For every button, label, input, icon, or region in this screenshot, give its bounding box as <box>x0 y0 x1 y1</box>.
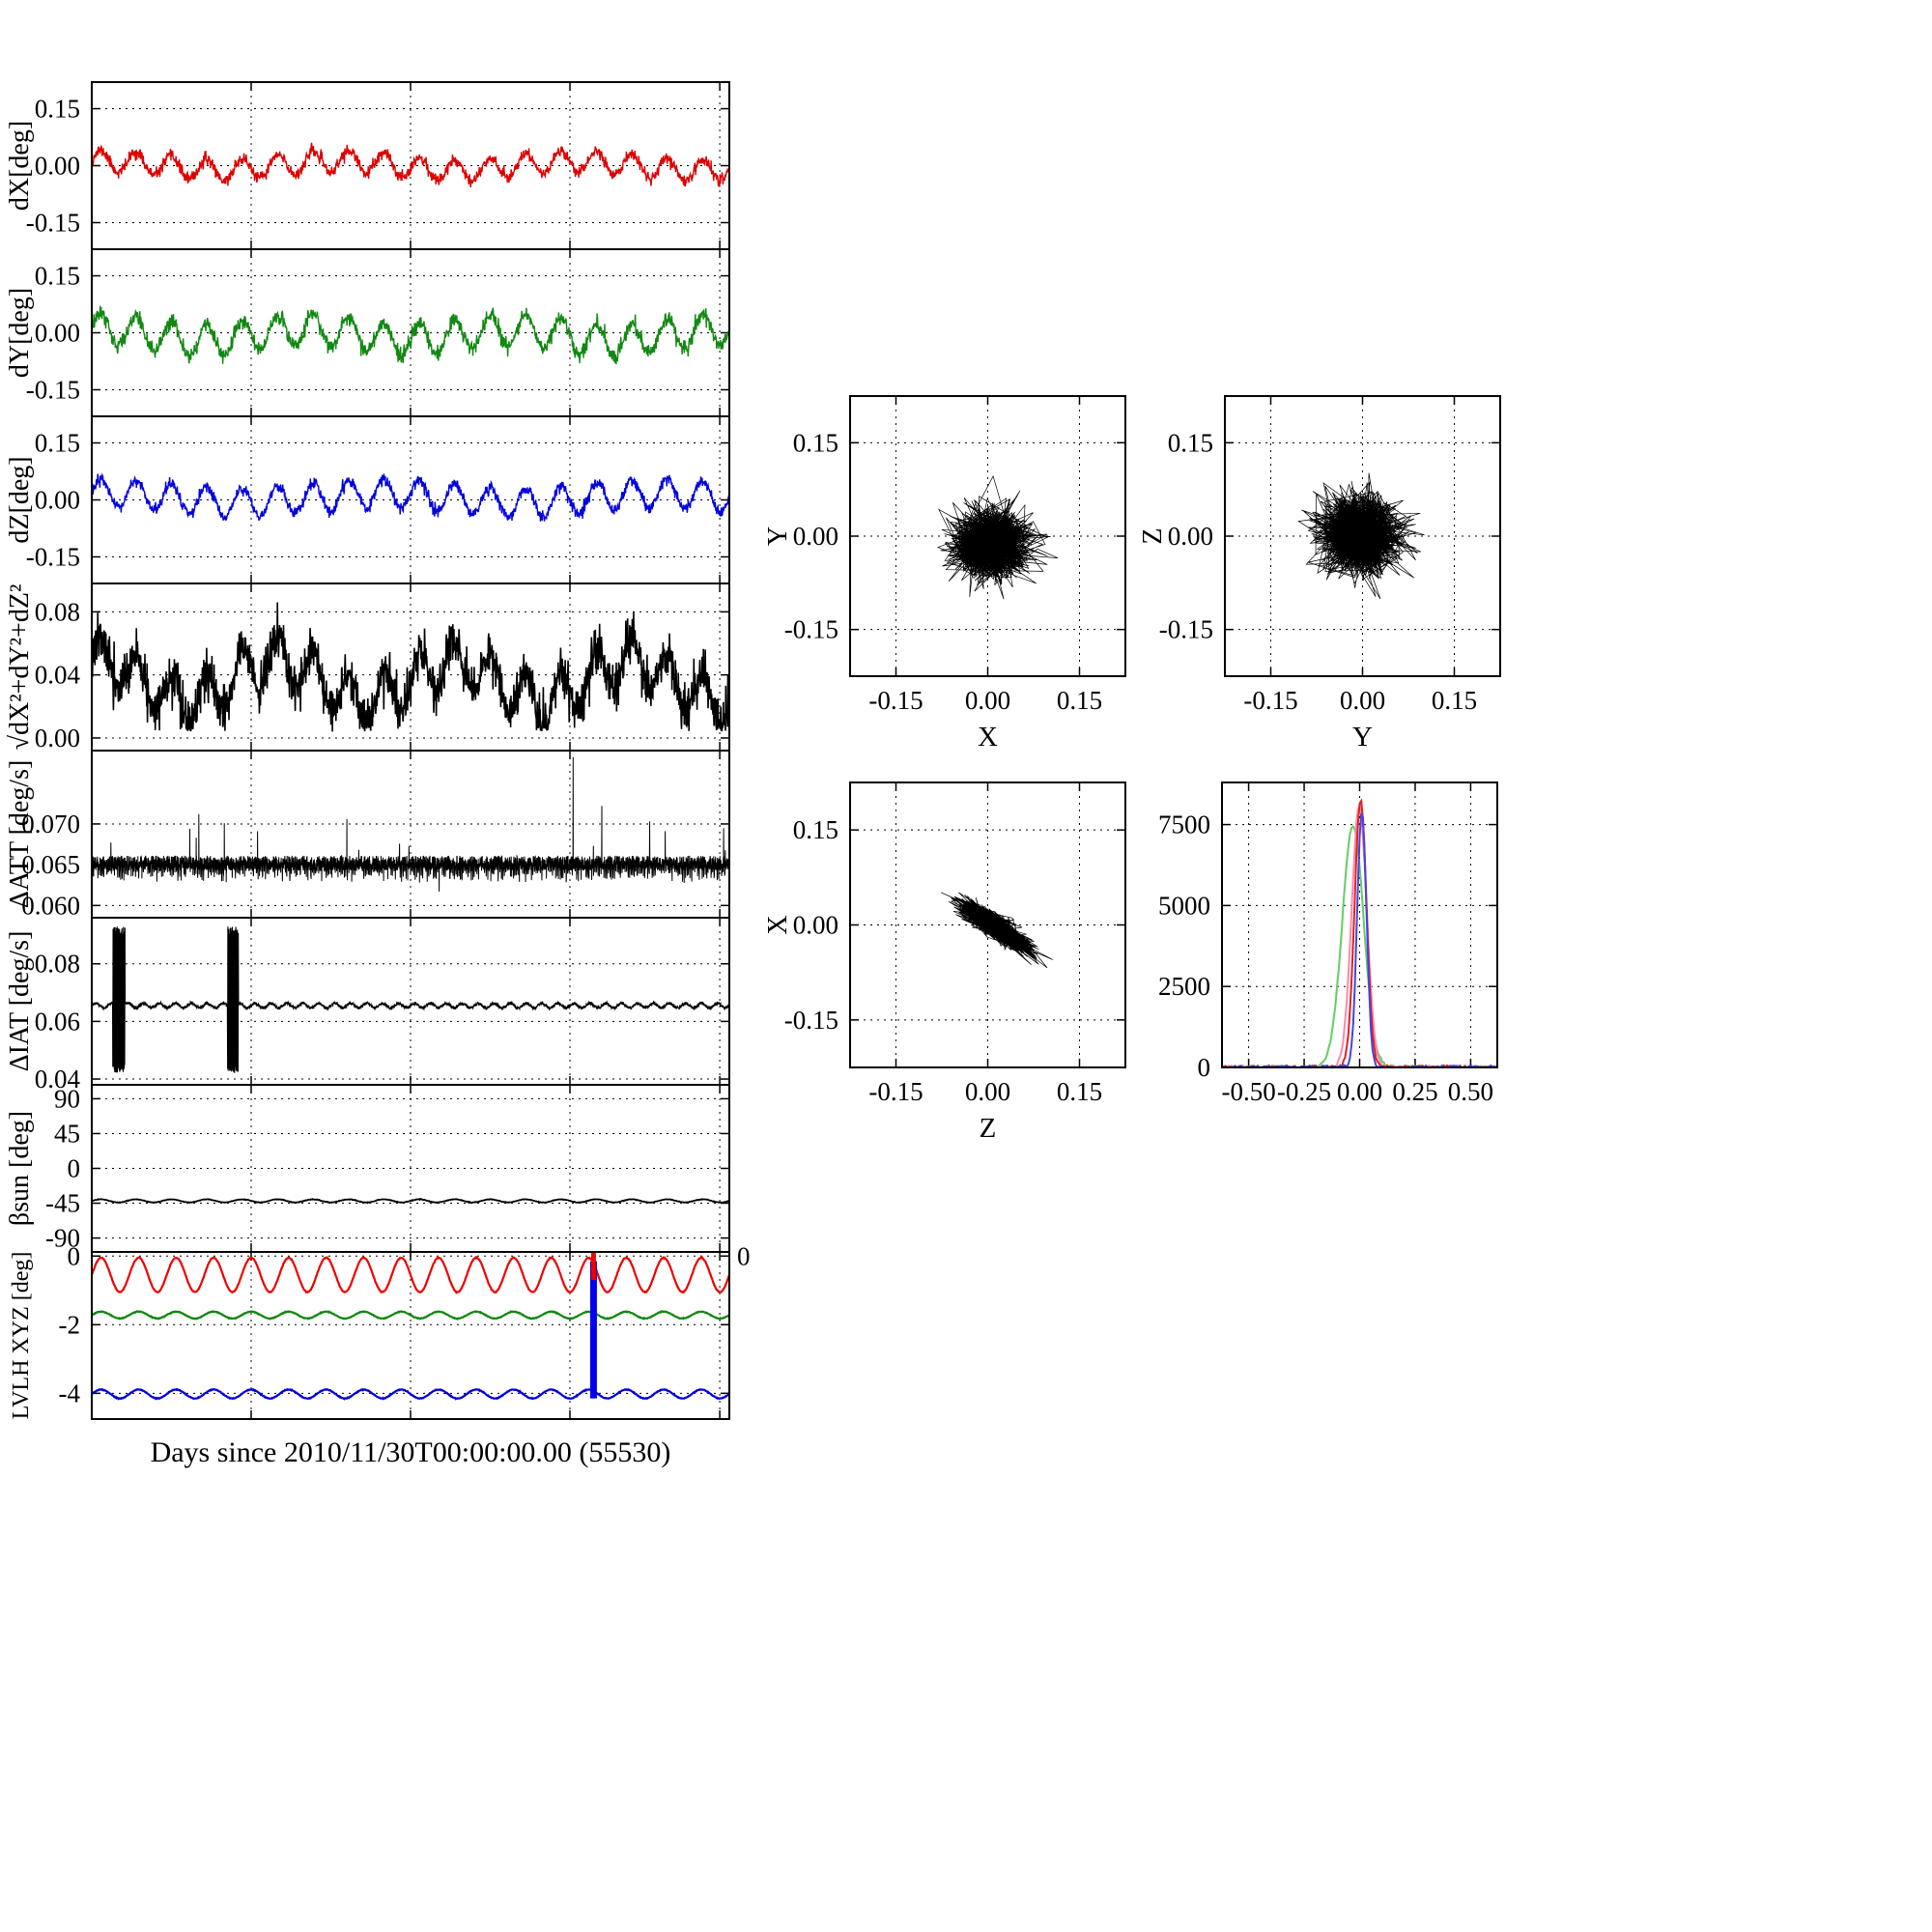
svg-text:0.15: 0.15 <box>1432 686 1477 715</box>
svg-text:0.065: 0.065 <box>21 850 80 879</box>
svg-text:5000: 5000 <box>1158 891 1210 920</box>
svg-text:90: 90 <box>54 1084 80 1113</box>
svg-text:0.00: 0.00 <box>1337 1077 1382 1106</box>
svg-text:0.06: 0.06 <box>35 1007 80 1036</box>
svg-text:0: 0 <box>737 1241 751 1270</box>
svg-text:0.25: 0.25 <box>1392 1077 1437 1106</box>
panel-beta: 90 45 0 -45 -90 βsun [deg] <box>5 1084 730 1253</box>
svg-text:0.00: 0.00 <box>1168 522 1213 551</box>
svg-text:Y: Y <box>1352 722 1373 753</box>
svg-text:0.04: 0.04 <box>35 661 81 690</box>
svg-text:0.15: 0.15 <box>35 95 80 124</box>
panel-scatter_zx: 0.15 0.00 -0.15 -0.15 0.00 0.15 X Z <box>763 781 1126 1144</box>
svg-text:0.15: 0.15 <box>35 262 80 291</box>
svg-text:-0.50: -0.50 <box>1221 1077 1275 1106</box>
panel-mag: 0.08 0.04 0.00√dX²+dY²+dZ² <box>5 582 730 753</box>
svg-text:0.00: 0.00 <box>35 486 80 515</box>
svg-text:Z: Z <box>1138 527 1168 544</box>
svg-text:-0.15: -0.15 <box>26 375 80 404</box>
svg-text:0: 0 <box>1198 1053 1211 1082</box>
svg-text:0: 0 <box>68 1241 81 1270</box>
svg-text:0.15: 0.15 <box>35 429 80 458</box>
svg-text:0.15: 0.15 <box>793 815 838 844</box>
svg-text:0.00: 0.00 <box>965 1077 1010 1106</box>
svg-text:dX[deg]: dX[deg] <box>5 121 35 211</box>
svg-text:0.15: 0.15 <box>1057 686 1102 715</box>
panel-hist: 7500 5000 2500 0 -0.50 -0.25 0.00 0.25 0.50 <box>1158 781 1498 1106</box>
svg-text:0.00: 0.00 <box>965 686 1010 715</box>
svg-text:0.08: 0.08 <box>35 597 80 626</box>
svg-text:0.00: 0.00 <box>35 319 80 348</box>
svg-text:dZ[deg]: dZ[deg] <box>5 456 35 543</box>
svg-text:0.15: 0.15 <box>793 428 838 457</box>
svg-text:Y: Y <box>763 526 793 546</box>
svg-text:-0.15: -0.15 <box>26 208 80 237</box>
svg-text:-2: -2 <box>59 1310 81 1339</box>
svg-text:-0.15: -0.15 <box>1243 686 1297 715</box>
svg-text:0.50: 0.50 <box>1448 1077 1493 1106</box>
svg-text:7500: 7500 <box>1158 810 1210 839</box>
svg-text:0.00: 0.00 <box>793 522 838 551</box>
svg-text:-0.15: -0.15 <box>1159 615 1213 644</box>
svg-text:0.070: 0.070 <box>21 810 80 838</box>
svg-text:-45: -45 <box>45 1189 80 1218</box>
svg-text:0.04: 0.04 <box>35 1065 81 1094</box>
svg-text:0.00: 0.00 <box>35 724 80 753</box>
svg-text:-0.25: -0.25 <box>1277 1077 1331 1106</box>
svg-text:0.060: 0.060 <box>21 891 80 920</box>
svg-text:-0.15: -0.15 <box>26 542 80 571</box>
svg-text:-0.15: -0.15 <box>868 686 923 715</box>
panel-lvlh: 0 -2 -4 LVLH XYZ [deg] 0 <box>9 1241 751 1420</box>
svg-text:45: 45 <box>54 1119 80 1148</box>
svg-text:X: X <box>763 915 793 934</box>
svg-text:-0.15: -0.15 <box>784 615 838 644</box>
panel-scatter_yz: 0.15 0.00 -0.15 -0.15 0.00 0.15 Z Y <box>1138 395 1501 753</box>
svg-text:0.08: 0.08 <box>35 950 80 979</box>
svg-text:X: X <box>978 722 998 753</box>
svg-text:dY[deg]: dY[deg] <box>5 288 35 378</box>
svg-text:-0.15: -0.15 <box>868 1077 923 1106</box>
time-axis-label: Days since 2010/11/30T00:00:00.00 (55530… <box>150 1436 671 1468</box>
svg-text:ΔIAT [deg/s]: ΔIAT [deg/s] <box>5 931 35 1072</box>
svg-text:√dX²+dY²+dZ²: √dX²+dY²+dZ² <box>5 584 35 751</box>
svg-text:Z: Z <box>980 1113 997 1144</box>
svg-text:0.00: 0.00 <box>35 152 80 181</box>
svg-text:-90: -90 <box>45 1224 80 1253</box>
svg-text:0.15: 0.15 <box>1168 428 1213 457</box>
svg-text:0.00: 0.00 <box>793 911 838 940</box>
panel-scatter_xy: 0.15 0.00 -0.15 -0.15 0.00 0.15 Y X <box>763 395 1126 753</box>
svg-text:-4: -4 <box>59 1378 81 1407</box>
svg-text:2500: 2500 <box>1158 972 1210 1001</box>
svg-text:0.15: 0.15 <box>1057 1077 1102 1106</box>
svg-text:βsun [deg]: βsun [deg] <box>5 1111 35 1226</box>
svg-text:0: 0 <box>68 1154 81 1183</box>
svg-text:ΔATT [deg/s]: ΔATT [deg/s] <box>5 760 35 909</box>
svg-text:0.00: 0.00 <box>1340 686 1385 715</box>
svg-text:-0.15: -0.15 <box>784 1006 838 1035</box>
svg-text:LVLH XYZ [deg]: LVLH XYZ [deg] <box>9 1252 34 1420</box>
